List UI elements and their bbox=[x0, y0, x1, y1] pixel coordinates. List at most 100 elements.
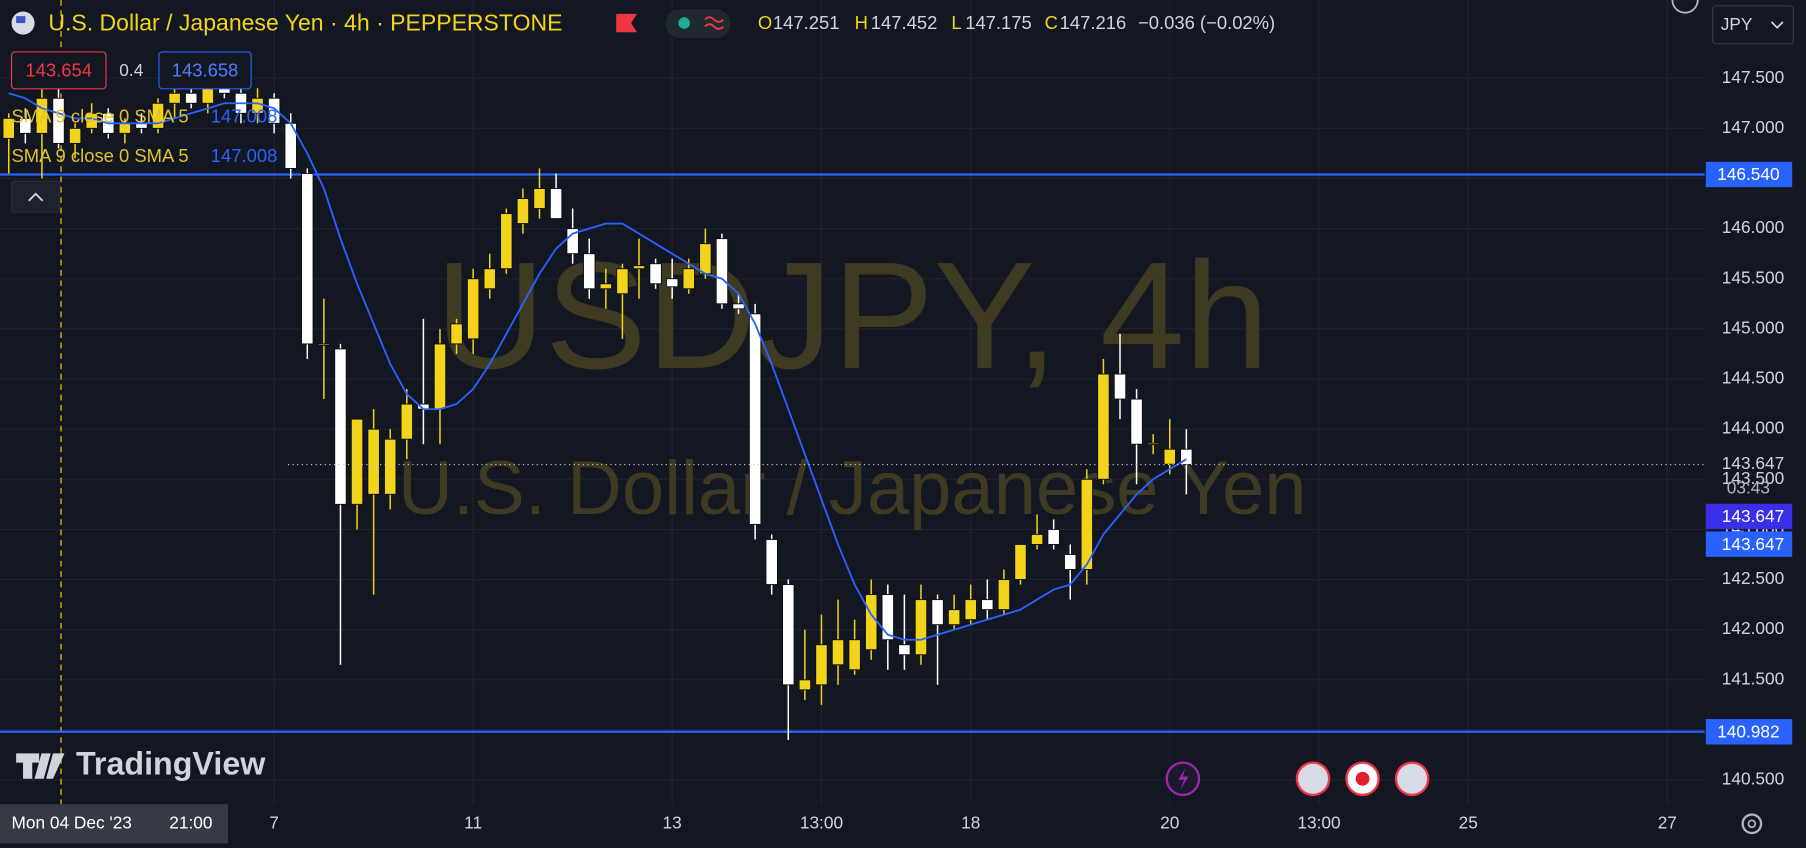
ohlc-label: H bbox=[855, 12, 868, 33]
event-flag-us[interactable] bbox=[1394, 761, 1430, 797]
y-tick-label: 141.500 bbox=[1722, 668, 1784, 688]
delay-icon bbox=[704, 16, 724, 30]
plot-area bbox=[0, 73, 1705, 740]
x-tick-label: 11 bbox=[464, 812, 482, 832]
ohlc-label: C bbox=[1045, 12, 1058, 33]
candle-body bbox=[1030, 533, 1044, 545]
flag-icon[interactable] bbox=[616, 13, 637, 33]
candle-body bbox=[782, 584, 795, 686]
event-flag-us[interactable] bbox=[1295, 761, 1331, 797]
watermark-symbol: USDJPY, 4h bbox=[435, 231, 1269, 401]
candle-body bbox=[898, 644, 911, 656]
settings-button[interactable] bbox=[1741, 813, 1763, 835]
bid-price[interactable]: 143.654 bbox=[25, 59, 92, 80]
y-tick-label: 144.000 bbox=[1722, 418, 1784, 438]
price-tag bbox=[1705, 531, 1793, 557]
candle-body bbox=[2, 117, 15, 139]
sell-button[interactable] bbox=[10, 51, 107, 90]
candle-body bbox=[1163, 448, 1176, 465]
candle-body bbox=[19, 117, 32, 134]
candle-body bbox=[1080, 478, 1094, 570]
event-lightning bbox=[1178, 768, 1189, 790]
candle-body bbox=[748, 313, 762, 525]
y-tick-label: 146.000 bbox=[1722, 217, 1784, 237]
candle-body bbox=[964, 599, 977, 621]
candle-body bbox=[831, 639, 845, 666]
candle-body bbox=[1146, 442, 1160, 446]
change: −0.036 (−0.02%) bbox=[1138, 12, 1275, 33]
spread: 0.4 bbox=[119, 60, 143, 80]
candle-body bbox=[168, 92, 181, 104]
candle-body bbox=[848, 639, 861, 671]
y-tick-label: 145.500 bbox=[1722, 267, 1784, 287]
candle-body bbox=[384, 438, 397, 495]
crosshair-date: Mon 04 Dec '23 bbox=[12, 812, 132, 832]
info-button[interactable] bbox=[1671, 0, 1699, 14]
price-tag-label: 140.982 bbox=[1717, 721, 1779, 741]
price-tag bbox=[1705, 161, 1793, 188]
candle-body bbox=[583, 253, 596, 290]
ohlc-value: 147.175 bbox=[965, 12, 1032, 33]
y-tick-label: 147.500 bbox=[1722, 67, 1784, 87]
candle-body bbox=[931, 599, 944, 626]
candle-body bbox=[1130, 398, 1143, 445]
ohlc-value: 147.251 bbox=[773, 12, 840, 33]
watermark-description: U.S. Dollar / Japanese Yen bbox=[398, 446, 1307, 531]
brand-logo bbox=[16, 753, 65, 779]
currency-selector[interactable] bbox=[1712, 5, 1794, 45]
candle-body bbox=[699, 243, 712, 275]
price-tag bbox=[1705, 503, 1793, 530]
candle-body bbox=[533, 188, 546, 210]
y-tick-label: 143.500 bbox=[1722, 468, 1784, 488]
y-tick-label: 147.000 bbox=[1722, 117, 1784, 137]
candle-body bbox=[317, 343, 331, 346]
indicator-value: 147.008 bbox=[211, 106, 278, 127]
price-tag-label: 143.647 bbox=[1722, 506, 1784, 526]
candle-body bbox=[881, 594, 895, 641]
ask-price[interactable]: 143.658 bbox=[172, 59, 239, 80]
collapse-button[interactable] bbox=[10, 180, 61, 213]
ohlc-label: L bbox=[951, 12, 961, 33]
buy-button[interactable] bbox=[158, 51, 252, 90]
candle-body bbox=[599, 283, 613, 290]
price-tag-label: 146.540 bbox=[1717, 164, 1779, 184]
price-tag bbox=[1705, 719, 1793, 745]
candle-body bbox=[516, 198, 530, 225]
x-tick-label: 18 bbox=[961, 812, 980, 832]
watermark: USDJPY, 4h U.S. Dollar / Japanese Yen bbox=[398, 231, 1307, 531]
x-tick-label: 27 bbox=[1658, 812, 1677, 832]
last-price-label: 143.647 bbox=[1722, 453, 1784, 473]
candle-body bbox=[367, 428, 380, 495]
y-tick-label: 142.500 bbox=[1722, 568, 1784, 588]
candle-body bbox=[334, 348, 347, 505]
grid bbox=[0, 0, 1705, 805]
indicator-name[interactable]: SMA 9 close 0 SMA 5 bbox=[12, 145, 189, 166]
symbol-title[interactable]: U.S. Dollar / Japanese Yen · 4h · PEPPER… bbox=[48, 9, 562, 35]
candle-body bbox=[466, 278, 480, 340]
x-tick-label: 13:00 bbox=[1297, 812, 1340, 832]
currency[interactable]: JPY bbox=[1721, 14, 1753, 34]
time-axis bbox=[0, 804, 1806, 848]
crosshair-time-tag bbox=[0, 804, 229, 844]
indicator-name[interactable]: SMA 9 close 0 SMA 5 bbox=[12, 106, 189, 127]
indicator-value: 147.008 bbox=[211, 145, 278, 166]
y-tick-label: 140.500 bbox=[1722, 769, 1784, 789]
candle-body bbox=[815, 644, 828, 686]
status-pill bbox=[665, 9, 731, 39]
candle-body bbox=[997, 579, 1011, 611]
collapse-icon bbox=[28, 192, 44, 202]
candle-body bbox=[151, 102, 165, 129]
sma-line bbox=[8, 92, 1187, 641]
candle-body bbox=[350, 418, 364, 505]
candle-body bbox=[549, 188, 563, 220]
candle-body bbox=[665, 278, 679, 288]
time-axis-labels: 7 11 13 13:00 18 20 13:00 25 27 bbox=[269, 812, 1677, 832]
crosshair-time: 21:00 bbox=[169, 812, 212, 832]
candle-body bbox=[500, 213, 513, 270]
candle-body bbox=[301, 173, 314, 345]
ohlc-value: 147.216 bbox=[1060, 12, 1127, 33]
candle-body bbox=[864, 594, 878, 651]
settings-icon bbox=[1747, 819, 1757, 829]
